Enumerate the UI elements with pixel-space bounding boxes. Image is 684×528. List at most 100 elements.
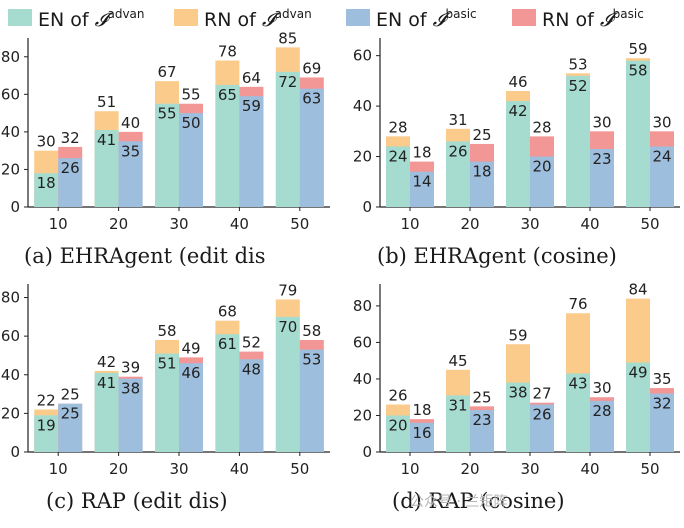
x-tick-label: 20 <box>109 215 128 233</box>
label-rn-advan: 79 <box>278 281 297 299</box>
label-rn-advan: 76 <box>568 295 587 313</box>
legend: EN of 𝓘advan RN of 𝓘advan EN of 𝓘basic RN o… <box>8 7 644 31</box>
label-rn-basic: 30 <box>592 113 611 131</box>
label-rn-basic: 39 <box>121 359 140 377</box>
label-en-advan: 70 <box>278 318 297 336</box>
label-rn-basic: 25 <box>472 388 491 406</box>
panel-caption: (c) RAP (edit dis) <box>46 489 228 513</box>
label-en-basic: 23 <box>472 411 491 429</box>
label-rn-advan: 51 <box>97 93 116 111</box>
y-tick-label: 60 <box>353 47 372 65</box>
label-rn-advan: 85 <box>278 29 297 47</box>
bar-en-advan <box>94 372 119 452</box>
legend-label: EN of 𝓘advan <box>38 7 145 31</box>
x-tick-label: 20 <box>460 215 479 233</box>
label-en-advan: 38 <box>508 384 527 402</box>
bar-en-basic <box>410 422 434 452</box>
y-tick-label: 80 <box>1 289 20 307</box>
bar-en-advan <box>34 415 59 452</box>
label-rn-basic: 30 <box>652 113 671 131</box>
bar-en-advan <box>275 316 300 452</box>
bar-en-basic <box>470 161 494 207</box>
bar-en-basic <box>239 96 264 207</box>
y-tick-label: 40 <box>1 123 20 141</box>
bar-en-advan <box>215 334 240 452</box>
bar-en-advan <box>626 362 650 452</box>
label-rn-basic: 35 <box>652 370 671 388</box>
label-rn-basic: 32 <box>61 129 80 147</box>
label-en-basic: 26 <box>61 159 80 177</box>
bar-en-basic <box>299 88 324 207</box>
label-en-basic: 24 <box>652 147 671 165</box>
y-tick-label: 60 <box>353 333 372 351</box>
x-tick-label: 50 <box>290 460 309 478</box>
bar-en-basic <box>650 393 674 452</box>
bar-en-advan <box>566 75 590 208</box>
y-tick-label: 60 <box>1 327 20 345</box>
label-rn-advan: 67 <box>157 63 176 81</box>
legend-label: RN of 𝓘basic <box>542 7 644 31</box>
label-en-basic: 26 <box>532 406 551 424</box>
bar-en-advan <box>566 373 590 452</box>
x-tick-label: 30 <box>169 460 188 478</box>
x-tick-label: 50 <box>640 460 659 478</box>
x-tick-label: 20 <box>109 460 128 478</box>
y-tick-label: 20 <box>353 148 372 166</box>
bar-en-basic <box>590 400 614 452</box>
label-en-basic: 50 <box>181 114 200 132</box>
bar-en-advan <box>446 395 470 452</box>
label-en-basic: 46 <box>181 364 200 382</box>
x-tick-label: 40 <box>230 215 249 233</box>
label-rn-basic: 49 <box>181 339 200 357</box>
legend-item: EN of 𝓘basic <box>346 7 477 31</box>
chart-panel: 0 20 40 60 80 10 26 20 18 16 20 45 31 25 23 30 59 38 27 26 4… <box>353 281 680 513</box>
label-rn-basic: 40 <box>121 114 140 132</box>
panel-caption: (a) EHRAgent (edit dis <box>24 244 266 268</box>
label-en-advan: 65 <box>218 86 237 104</box>
bar-en-advan <box>506 382 530 452</box>
label-en-basic: 23 <box>592 150 611 168</box>
legend-item: RN of 𝓘advan <box>174 7 312 31</box>
label-en-advan: 49 <box>628 364 647 382</box>
label-en-basic: 14 <box>412 173 431 191</box>
x-tick-label: 30 <box>520 215 539 233</box>
label-rn-advan: 53 <box>568 55 587 73</box>
x-tick-label: 10 <box>400 215 419 233</box>
bar-en-basic <box>58 403 83 452</box>
legend-item: EN of 𝓘advan <box>8 7 145 31</box>
bar-en-advan <box>155 353 179 452</box>
y-tick-label: 0 <box>10 198 20 216</box>
label-rn-basic: 58 <box>302 322 321 340</box>
label-en-basic: 18 <box>472 163 491 181</box>
bar-en-advan <box>34 173 59 207</box>
y-tick-label: 40 <box>353 97 372 115</box>
x-tick-label: 10 <box>49 460 68 478</box>
legend-swatch <box>346 9 370 26</box>
label-en-advan: 20 <box>388 416 407 434</box>
watermark: 公众号 · 兰矩阵 <box>410 494 507 510</box>
label-rn-advan: 31 <box>448 111 467 129</box>
label-rn-advan: 22 <box>37 392 56 410</box>
label-en-basic: 59 <box>242 97 261 115</box>
bar-en-basic <box>118 378 143 452</box>
label-rn-advan: 28 <box>388 118 407 136</box>
label-rn-basic: 18 <box>412 144 431 162</box>
x-tick-label: 50 <box>640 215 659 233</box>
legend-swatch <box>8 9 32 26</box>
label-rn-advan: 58 <box>157 322 176 340</box>
y-tick-label: 0 <box>362 198 372 216</box>
label-en-basic: 35 <box>121 142 140 160</box>
bar-en-basic <box>530 156 554 207</box>
y-tick-label: 40 <box>1 366 20 384</box>
label-en-advan: 18 <box>37 174 56 192</box>
y-tick-label: 0 <box>10 443 20 461</box>
bar-en-basic <box>410 171 434 207</box>
y-tick-label: 40 <box>353 370 372 388</box>
label-rn-basic: 28 <box>532 118 551 136</box>
label-en-basic: 63 <box>302 90 321 108</box>
x-tick-label: 40 <box>580 460 599 478</box>
legend-swatch <box>174 9 198 26</box>
label-en-basic: 28 <box>592 402 611 420</box>
label-rn-basic: 55 <box>181 86 200 104</box>
